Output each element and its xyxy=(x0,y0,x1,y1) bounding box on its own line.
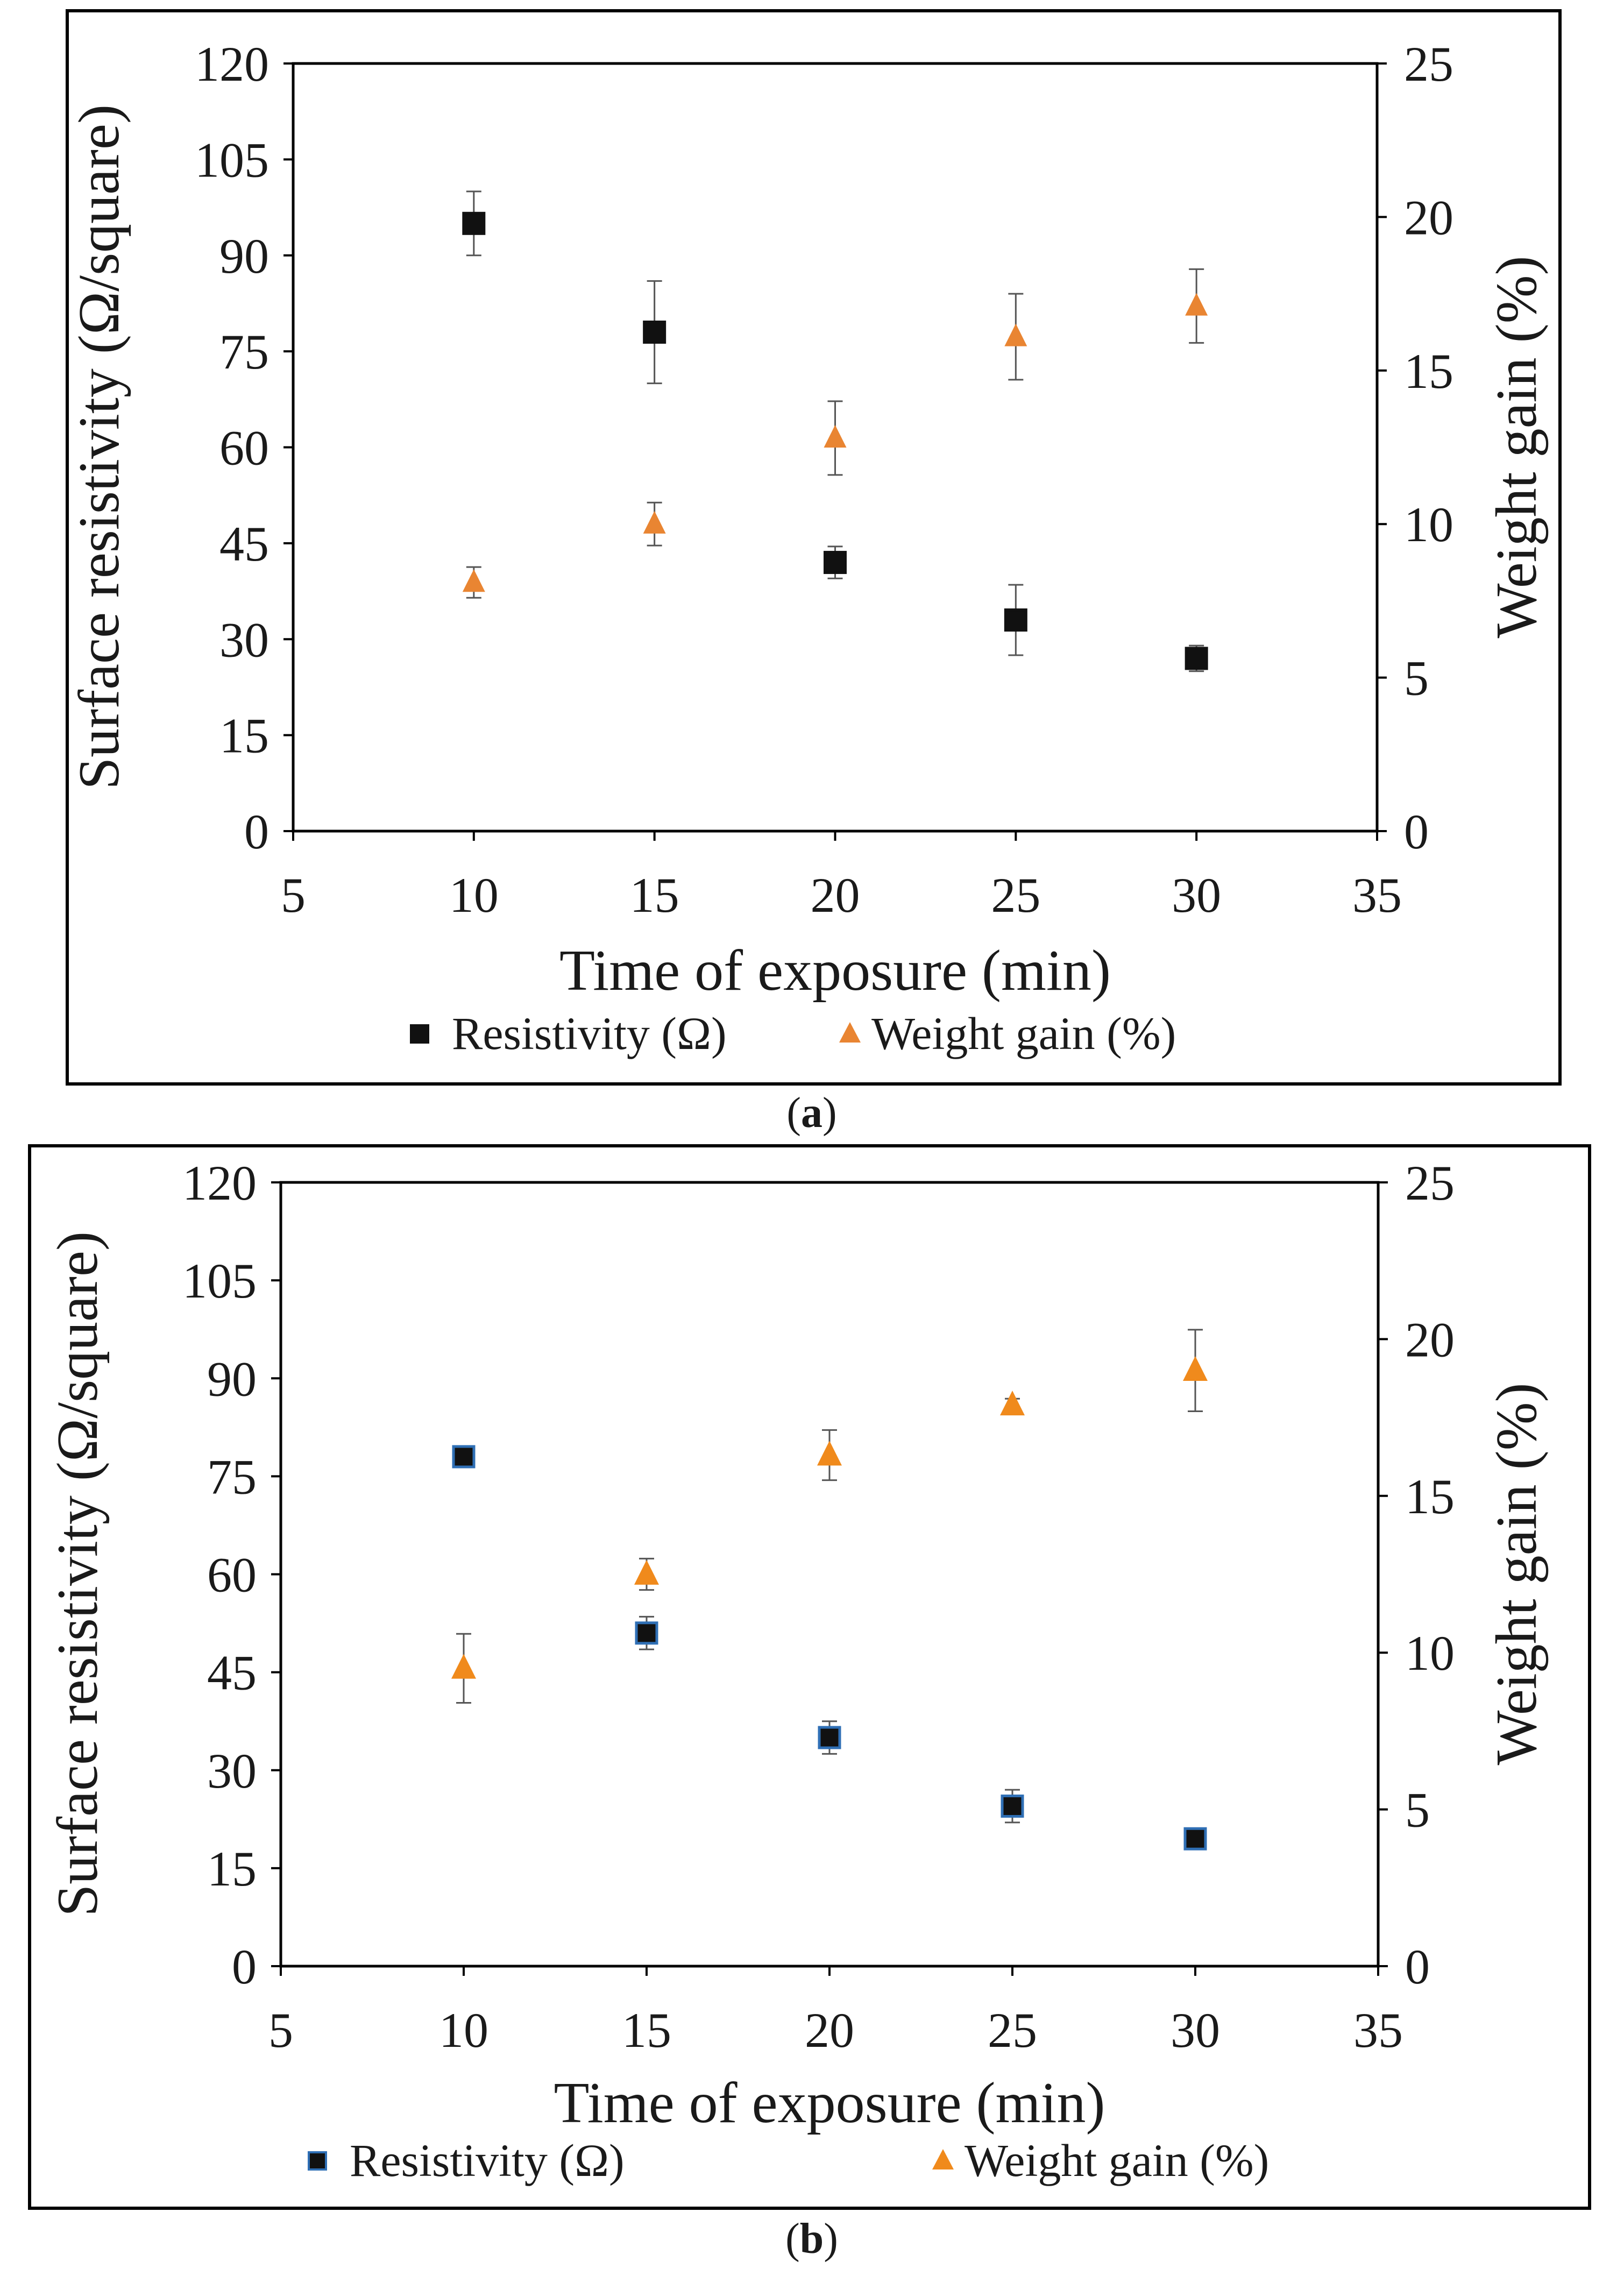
x-tick-label: 30 xyxy=(1172,868,1221,923)
panel-frame xyxy=(28,1144,1591,2210)
panel-b: 5 10 15 20 25 30 35015304560759010512005101520… xyxy=(28,1144,1591,2263)
x-axis-title: Time of exposure (min) xyxy=(559,939,1111,1003)
y-left-tick-label: 90 xyxy=(207,1351,257,1406)
legend-label-resistivity: Resistivity (Ω) xyxy=(350,2135,625,2186)
y-left-tick-label: 45 xyxy=(207,1646,257,1700)
x-tick-label: 5 xyxy=(281,868,306,923)
x-axis-title: Time of exposure (min) xyxy=(554,2071,1105,2135)
data-point-resistivity xyxy=(1001,1795,1024,1818)
y-left-tick-label: 30 xyxy=(219,612,269,667)
legend-triangle-icon xyxy=(932,2149,954,2169)
y-right-tick-label: 0 xyxy=(1404,804,1429,859)
y-left-tick-label: 60 xyxy=(207,1548,257,1603)
y-left-tick-label: 60 xyxy=(219,421,269,476)
series-resistivity xyxy=(462,190,1208,672)
data-point-resistivity xyxy=(1185,647,1208,670)
series-weight-gain xyxy=(451,1329,1208,1704)
plot-area xyxy=(279,1181,1380,1968)
y-right-axis-title: Weight gain (%) xyxy=(1485,1382,1549,1765)
x-tick-label: 20 xyxy=(805,2003,854,2058)
panel-a: 5 10 15 20 25 30 35015304560759010512005101520… xyxy=(66,9,1562,1137)
x-tick-label: 15 xyxy=(622,2003,671,2058)
legend-square-icon xyxy=(410,1024,429,1044)
x-tick-label: 25 xyxy=(988,2003,1037,2058)
x-tick-label: 20 xyxy=(811,868,860,923)
y-left-tick-label: 75 xyxy=(219,324,269,379)
y-left-tick-label: 15 xyxy=(219,708,269,763)
y-left-tick-label: 105 xyxy=(182,1253,257,1308)
data-point-resistivity xyxy=(635,1621,658,1645)
y-right-tick-label: 15 xyxy=(1405,1469,1455,1524)
x-tick-label: 10 xyxy=(449,868,499,923)
legend-label-resistivity: Resistivity (Ω) xyxy=(452,1008,727,1059)
y-right-tick-label: 25 xyxy=(1405,1155,1455,1210)
data-point-weight-gain xyxy=(1004,323,1027,346)
y-left-tick-label: 75 xyxy=(207,1449,257,1504)
x-tick-label: 15 xyxy=(630,868,679,923)
data-point-resistivity xyxy=(643,320,666,344)
data-point-weight-gain xyxy=(817,1441,842,1466)
y-left-tick-label: 45 xyxy=(219,516,269,571)
data-point-resistivity xyxy=(1183,1827,1207,1850)
data-point-weight-gain xyxy=(634,1559,659,1585)
data-point-weight-gain xyxy=(1185,293,1208,316)
y-left-tick-label: 0 xyxy=(232,1939,257,1994)
x-tick-label: 5 xyxy=(268,2003,293,2058)
data-point-resistivity xyxy=(462,211,486,235)
y-right-tick-label: 5 xyxy=(1404,651,1429,706)
legend-square-icon xyxy=(308,2151,327,2171)
y-right-tick-label: 15 xyxy=(1404,344,1453,399)
legend-label-weight-gain: Weight gain (%) xyxy=(965,2135,1269,2186)
series-weight-gain xyxy=(462,268,1208,599)
y-left-tick-label: 0 xyxy=(244,804,269,859)
data-point-resistivity xyxy=(452,1445,476,1469)
y-left-tick-label: 15 xyxy=(207,1841,257,1896)
y-right-tick-label: 10 xyxy=(1404,497,1453,552)
legend: Resistivity (Ω) Weight gain (%) xyxy=(410,1008,1176,1059)
y-left-axis-title: Surface resistivity (Ω/square) xyxy=(46,1231,110,1917)
legend-triangle-icon xyxy=(839,1022,861,1043)
x-tick-label: 35 xyxy=(1352,868,1402,923)
y-right-tick-label: 0 xyxy=(1405,1939,1430,1994)
legend-label-weight-gain: Weight gain (%) xyxy=(871,1008,1176,1059)
y-right-tick-label: 25 xyxy=(1404,37,1453,91)
y-right-tick-label: 10 xyxy=(1405,1626,1455,1681)
x-tick-label: 30 xyxy=(1171,2003,1220,2058)
y-right-tick-label: 20 xyxy=(1405,1312,1455,1367)
y-left-tick-label: 90 xyxy=(219,229,269,283)
y-left-tick-label: 120 xyxy=(195,37,269,91)
y-right-tick-label: 20 xyxy=(1404,190,1453,245)
data-point-weight-gain xyxy=(1183,1356,1208,1381)
x-tick-label: 35 xyxy=(1353,2003,1403,2058)
panel-frame xyxy=(66,9,1562,1086)
x-tick-label: 10 xyxy=(439,2003,488,2058)
y-left-axis-title: Surface resistivity (Ω/square) xyxy=(67,104,131,790)
panel-label: (b) xyxy=(785,2215,838,2263)
data-point-resistivity xyxy=(824,551,847,575)
data-point-weight-gain xyxy=(824,425,847,448)
legend: Resistivity (Ω) Weight gain (%) xyxy=(308,2135,1269,2186)
x-tick-label: 25 xyxy=(991,868,1040,923)
data-point-weight-gain xyxy=(1000,1391,1025,1416)
data-point-weight-gain xyxy=(451,1654,476,1679)
data-point-resistivity xyxy=(1004,608,1027,632)
y-right-tick-label: 5 xyxy=(1405,1783,1430,1838)
data-point-resistivity xyxy=(818,1726,841,1749)
y-left-tick-label: 105 xyxy=(195,132,269,187)
y-left-tick-label: 120 xyxy=(182,1155,257,1210)
y-left-tick-label: 30 xyxy=(207,1743,257,1798)
data-point-weight-gain xyxy=(643,511,666,534)
series-resistivity xyxy=(452,1445,1207,1850)
y-right-axis-title: Weight gain (%) xyxy=(1485,256,1549,638)
panel-label: (a) xyxy=(786,1089,836,1137)
data-point-weight-gain xyxy=(462,569,485,592)
